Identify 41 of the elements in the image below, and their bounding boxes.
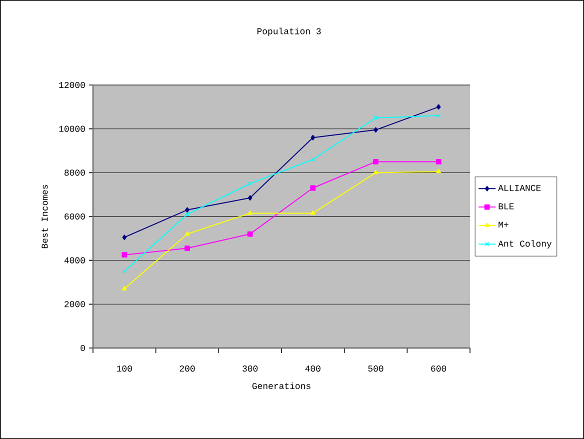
y-tick-label: 12000: [59, 82, 85, 88]
y-tick-label: 10000: [59, 126, 85, 132]
x-tick-label: 300: [242, 366, 258, 372]
legend-label: ALLIANCE: [498, 184, 541, 191]
y-tick-label: 2000: [64, 301, 85, 308]
point: [436, 159, 442, 164]
point: [436, 104, 441, 110]
y-tick-label: 6000: [64, 213, 85, 220]
x-tick-label: 600: [431, 366, 446, 372]
x-tick-label: 100: [116, 366, 132, 372]
point: [373, 170, 378, 174]
x-tick-label: 400: [305, 366, 320, 372]
point: [248, 182, 252, 186]
x-tick-label: 500: [368, 366, 384, 372]
legend-label: BLE: [498, 203, 514, 210]
point: [184, 231, 190, 236]
point: [310, 134, 316, 140]
point: [184, 246, 190, 251]
y-tick-label: 8000: [64, 170, 85, 176]
point: [122, 234, 127, 240]
point: [122, 252, 128, 258]
point: [310, 210, 316, 215]
chart-title: Population 3: [257, 28, 321, 36]
point: [373, 159, 378, 164]
point: [122, 286, 127, 290]
point: [310, 157, 315, 162]
point: [247, 231, 253, 237]
point: [374, 127, 378, 133]
legend-label: M+: [498, 222, 508, 228]
y-tick-label: 0: [80, 344, 85, 352]
point: [310, 185, 316, 191]
legend-label: Ant Colony: [498, 240, 552, 248]
x-tick-label: 200: [180, 366, 195, 372]
point: [248, 195, 252, 201]
point: [185, 212, 190, 216]
point: [185, 207, 190, 213]
y-axis-title: Best Incomes: [42, 184, 48, 248]
y-tick-label: 4000: [64, 257, 85, 264]
x-axis-title: Generations: [252, 382, 310, 390]
point: [436, 168, 441, 174]
point: [248, 210, 252, 215]
